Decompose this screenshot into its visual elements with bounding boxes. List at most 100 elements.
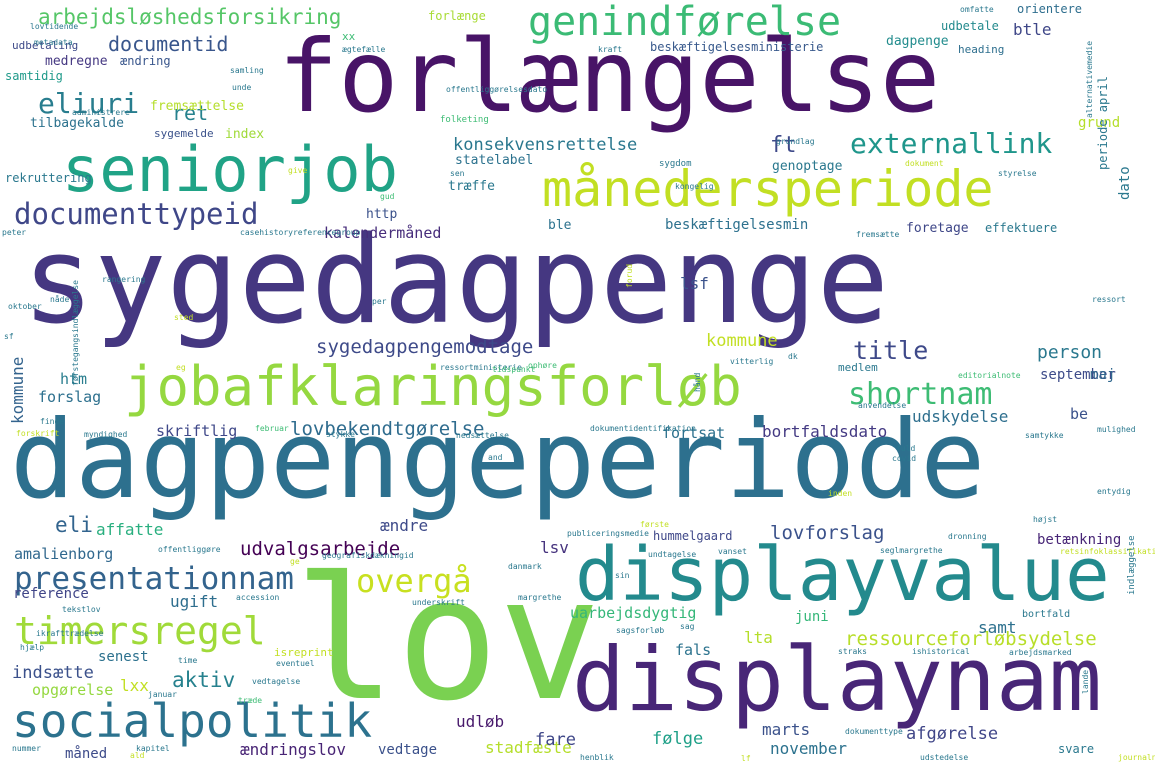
word-udbetaling: periode april [1096, 76, 1110, 170]
word-offentliggoerelsesdato: ægtefælle [342, 45, 386, 54]
word-btle: be [1070, 405, 1089, 423]
word-metadata: lovtidende [30, 22, 79, 31]
word-traeffe: statelabel [455, 153, 534, 168]
word-betaenkning: betænkning [1037, 532, 1122, 548]
word-sygemelde: tilbagekalde [30, 116, 124, 131]
word-danmark: vanset [718, 547, 747, 556]
word-afgoerelse: afgørelse [906, 724, 999, 744]
word-nummer: vedtagelse [252, 677, 301, 686]
word-overgaa: overgå [356, 562, 472, 600]
word-statelabel: index [225, 127, 265, 142]
word-straks: eventuel [276, 659, 315, 668]
word-genoptage: effektuere [985, 221, 1058, 235]
word-indlaeggelse: alternativemedie [1085, 40, 1094, 118]
word-sygdom: folketing [440, 115, 489, 125]
word-person: person [1037, 342, 1103, 363]
word-udskydelse: udskydelse [912, 407, 1009, 426]
word-aegtefaelle: xx [342, 30, 356, 43]
word-periode-april: dato [1117, 166, 1133, 200]
word-dagpenge: btle [1013, 20, 1052, 39]
word-dagpengeperiode: dagpengeperiode [10, 398, 986, 523]
word-februar: samtykke [1025, 431, 1064, 440]
word-fremsaette: casehistoryreferencegroup [240, 228, 361, 237]
word-underskrift: accession [236, 593, 280, 602]
word-anvendelse: editorialnote [958, 371, 1021, 380]
word-journalnummer: udstedelse [920, 753, 969, 762]
word-ishistorical: straks [838, 647, 867, 656]
word-arbejdsmarked: ishistorical [912, 647, 970, 656]
word-socialpolitik: socialpolitik [12, 694, 373, 748]
word-indsaette: indsætte [12, 663, 94, 683]
word-affatte: affatte [96, 520, 164, 539]
word-kommune-label: kommune [8, 356, 27, 424]
word-grundlag: dokument [905, 159, 944, 168]
word-amalienborg: amalienborg [14, 545, 114, 563]
word-maaned: måned [65, 746, 108, 762]
word-foerstegangsindlaeggelse: indlæggelse [1127, 535, 1137, 595]
word-isreprint: hjælp [20, 643, 45, 652]
word-vedtagelse: træde [238, 696, 263, 705]
word-ressourceforloebsydelse: ressourceforløbsydelse [845, 628, 1097, 650]
word-samling: sygdom [659, 159, 692, 169]
word-kapitel: nummer [12, 744, 41, 753]
word-covid: fuld [896, 444, 916, 453]
word-maj: september [1040, 367, 1116, 383]
word-publiceringsmedie: geografiskdækningid [322, 551, 414, 560]
word-sag: sin [615, 571, 630, 580]
word-presentationnam: presentationnam [14, 561, 294, 597]
word-unde: metadata [34, 38, 73, 47]
word-lov: lov [294, 541, 602, 739]
word-svare: journalnummer [1118, 753, 1155, 762]
word-dokument: styrelse [998, 169, 1037, 178]
word-orientere: heading [958, 43, 1005, 56]
word-konsekvensrettelse: konsekvensrettelse [453, 135, 638, 155]
word-bortfaldsdato: bortfaldsdato [762, 422, 888, 441]
word-forlaengelse: forlængelse [278, 18, 941, 135]
word-sin: margrethe [518, 593, 562, 602]
word-forlaenge: udbetale [941, 19, 999, 33]
word-administrere: unde [232, 83, 252, 92]
word-ugift: ugift [170, 592, 219, 611]
word-bortfald: svare [1058, 742, 1095, 756]
word-margrethe: underskrift [412, 598, 465, 607]
word-inden: covid [892, 454, 917, 463]
word-ald: hånd [693, 372, 702, 392]
word-lande: forud [625, 263, 634, 288]
word-udstedelse: henblik [580, 753, 614, 762]
word-kraft: samling [230, 66, 264, 75]
word-heading: dagpenge [886, 34, 949, 49]
word-ble: http [366, 207, 398, 222]
word-fremsaettelse: samtidig [5, 69, 63, 83]
word-traede: januar [148, 690, 177, 699]
word-foretage: ble [548, 218, 572, 233]
word-index: sygemelde [154, 127, 214, 140]
word-folketing: offentliggørelsesdato [446, 85, 548, 94]
word-forskrift: myndighed [84, 430, 128, 439]
word-aar: finde [40, 417, 65, 426]
word-eg: ald [130, 751, 145, 760]
word-samtykke: mulighed [1097, 425, 1136, 434]
word-genindfoerelse: genindførelse [528, 0, 842, 45]
word-displaynam: displaynam [572, 628, 1102, 731]
word-udloeb: udløb [456, 712, 505, 731]
word-aendring: medregne [45, 54, 108, 69]
word-samtidig: ændring [120, 54, 171, 68]
word-ret: ret [172, 101, 209, 125]
word-peter: grundlag [776, 137, 815, 146]
word-vedtage: vedtage [378, 742, 438, 758]
word-september: kommune [706, 331, 778, 351]
word-sygedagpenge: sygedagpenge [22, 212, 889, 351]
word-htm: htm [60, 370, 88, 388]
word-forslag: forslag [38, 388, 102, 406]
word-senest: senest [98, 649, 149, 665]
word-aendre: ændre [380, 516, 429, 535]
word-medlem: dk [788, 352, 798, 361]
word-henblik: dokumenttype [845, 727, 903, 736]
word-grund: rekruttering [5, 171, 92, 185]
word-sf: oktober [8, 302, 42, 311]
word-sygedagpengemodtage: sygedagpengemodtage [316, 336, 534, 358]
word-ressort: fremsætte [856, 230, 900, 239]
word-undtagelse: retsinfoklassifikationid [1060, 547, 1155, 556]
word-dokumentidentifikation: nedsættelse [456, 431, 509, 440]
word-seniorjob: seniorjob [62, 133, 398, 206]
